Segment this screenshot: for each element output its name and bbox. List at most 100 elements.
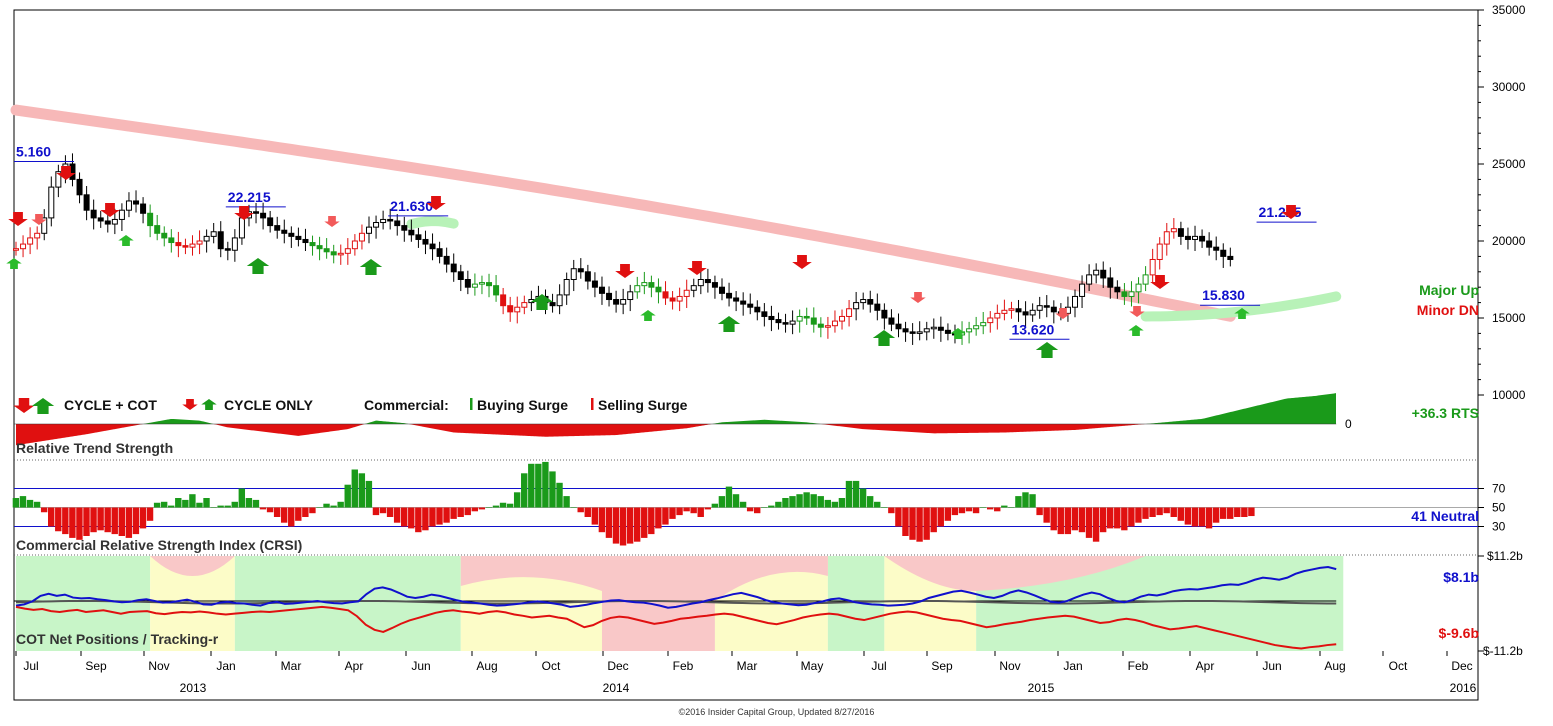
candle-body	[521, 302, 528, 308]
crsi-bar	[683, 507, 690, 512]
candle-body	[1022, 311, 1029, 316]
candle-body	[1036, 305, 1043, 311]
candle-body	[1114, 286, 1121, 293]
x-year-label: 2013	[180, 681, 207, 695]
crsi-bar	[690, 507, 697, 514]
candle-body	[436, 248, 443, 257]
plot-frame	[13, 9, 1479, 701]
cycle-only-down-arrow	[324, 216, 340, 227]
crsi-bar	[69, 507, 76, 538]
candle-body	[860, 299, 867, 304]
candle-body	[577, 268, 584, 273]
candle-body	[295, 235, 302, 240]
crsi-bar	[782, 498, 789, 508]
crsi-bar	[739, 501, 747, 508]
crsi-bar	[175, 498, 182, 508]
crsi-bar	[111, 507, 118, 535]
crsi-bar	[1163, 507, 1170, 514]
candle-body	[761, 311, 768, 317]
crsi-bar	[1156, 507, 1163, 516]
crsi-bar	[888, 507, 895, 514]
candle-body	[598, 286, 605, 294]
candle-body	[1213, 246, 1220, 251]
crsi-bar	[104, 507, 111, 533]
candle-body	[1220, 249, 1227, 257]
crsi-bar	[775, 501, 782, 508]
crsi-bar	[549, 471, 556, 508]
crsi-bar	[429, 507, 436, 527]
crsi-bar	[612, 507, 620, 544]
candle-body	[429, 243, 436, 250]
crsi-bar	[746, 507, 754, 512]
crsi-bar	[492, 505, 500, 508]
y-tick-label: 25000	[1492, 157, 1526, 171]
candle-body	[140, 203, 147, 214]
candle-body	[196, 240, 203, 245]
crsi-bar	[316, 507, 323, 508]
candle-body	[831, 320, 838, 327]
crsi-bar	[1029, 494, 1036, 508]
x-month-label: Oct	[542, 659, 561, 673]
crsi-bar	[196, 502, 203, 508]
crsi-bar	[76, 507, 83, 540]
crsi-bar	[902, 507, 909, 536]
crsi-bar	[62, 507, 69, 535]
crsi-bar	[55, 507, 62, 532]
candle-body	[83, 194, 90, 211]
legend-selling-bar	[591, 398, 594, 410]
cycle-cot-up-arrow	[530, 294, 554, 310]
candle-body	[408, 229, 415, 236]
cycle-cot-down-arrow	[8, 212, 28, 226]
candle-body	[747, 303, 754, 308]
rts-value-label: +36.3 RTS	[1411, 405, 1479, 421]
crsi-bar	[1022, 492, 1029, 508]
candle-body	[923, 328, 930, 333]
candle-body	[1192, 235, 1199, 240]
crsi-bar	[859, 488, 867, 508]
candle-body	[768, 315, 775, 321]
crsi-bar	[1085, 507, 1093, 538]
candle-body	[711, 282, 718, 288]
crsi-bar	[217, 505, 224, 508]
x-month-label: Aug	[1324, 659, 1345, 673]
crsi-bar	[401, 507, 408, 527]
candle-body	[514, 306, 521, 313]
crsi-bar	[831, 501, 839, 508]
crsi-bar	[676, 507, 683, 516]
crsi-bar	[641, 507, 648, 538]
candle-body	[944, 329, 951, 334]
trend-major-label: Major Up	[1419, 282, 1479, 298]
cot-zone-cap	[460, 556, 828, 614]
crsi-bar	[146, 507, 154, 521]
candle-body	[394, 220, 401, 227]
candle-body	[1121, 291, 1128, 297]
candle-body	[676, 295, 683, 302]
rts-negative-area	[16, 424, 1336, 446]
crsi-bar	[1008, 507, 1015, 508]
x-month-label: Aug	[476, 659, 497, 673]
crsi-bar	[506, 503, 514, 508]
crsi-bar	[415, 507, 422, 533]
crsi-bar	[789, 496, 796, 508]
candle-body	[253, 211, 260, 214]
cot-zone-cap	[150, 556, 235, 576]
candle-body	[726, 292, 733, 299]
cycle-only-down-arrow	[910, 292, 926, 303]
candle-body	[1043, 305, 1050, 308]
candle-body	[846, 308, 853, 317]
crsi-bar	[252, 499, 260, 508]
legend-big-down-arrow	[13, 398, 35, 413]
cycle-only-up-arrow	[950, 328, 966, 339]
crsi-bar	[189, 494, 196, 508]
candle-body	[641, 282, 648, 287]
candle-body	[316, 245, 323, 250]
moving-average-band	[10, 104, 1236, 322]
candle-body	[1079, 283, 1086, 297]
candle-body	[478, 282, 485, 285]
candle-body	[500, 294, 507, 307]
crsi-bar	[365, 480, 373, 508]
candle-body	[655, 286, 662, 293]
crsi-bar	[824, 499, 831, 508]
candle-body	[980, 322, 987, 327]
